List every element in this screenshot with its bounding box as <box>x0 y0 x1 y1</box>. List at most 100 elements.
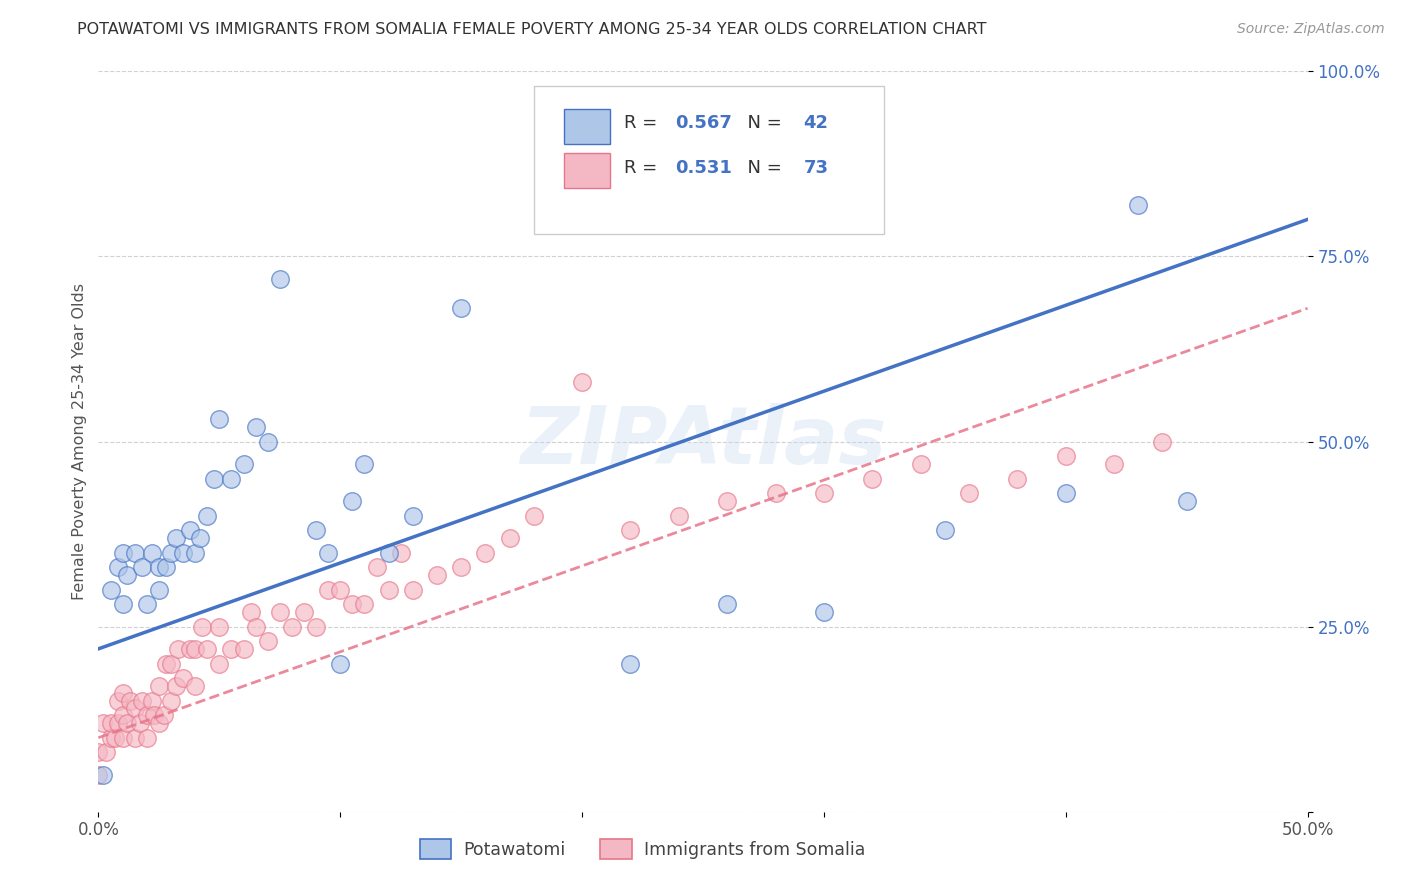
Potawatomi <box>165 531 187 545</box>
Potawatomi <box>131 560 153 574</box>
Immigrants from Somalia <box>1152 434 1174 449</box>
Immigrants from Somalia <box>239 605 262 619</box>
Immigrants from Somalia <box>269 605 291 619</box>
Immigrants from Somalia <box>208 657 231 671</box>
FancyBboxPatch shape <box>564 153 610 188</box>
Potawatomi <box>813 605 835 619</box>
Immigrants from Somalia <box>957 486 980 500</box>
Y-axis label: Female Poverty Among 25-34 Year Olds: Female Poverty Among 25-34 Year Olds <box>72 283 87 600</box>
Immigrants from Somalia <box>111 708 134 723</box>
Immigrants from Somalia <box>245 619 267 633</box>
Potawatomi <box>329 657 352 671</box>
Immigrants from Somalia <box>143 708 166 723</box>
Potawatomi <box>450 301 472 316</box>
Potawatomi <box>245 419 267 434</box>
Potawatomi <box>111 598 134 612</box>
Immigrants from Somalia <box>305 619 328 633</box>
Potawatomi <box>179 524 201 538</box>
Immigrants from Somalia <box>523 508 546 523</box>
FancyBboxPatch shape <box>564 109 610 144</box>
Immigrants from Somalia <box>141 694 163 708</box>
Text: R =: R = <box>624 114 664 132</box>
Potawatomi <box>141 546 163 560</box>
Potawatomi <box>148 560 170 574</box>
Immigrants from Somalia <box>104 731 127 745</box>
Immigrants from Somalia <box>316 582 339 597</box>
Immigrants from Somalia <box>87 767 110 781</box>
Immigrants from Somalia <box>117 715 139 730</box>
Immigrants from Somalia <box>366 560 388 574</box>
Potawatomi <box>269 271 291 285</box>
Immigrants from Somalia <box>329 582 352 597</box>
Potawatomi <box>100 582 122 597</box>
Immigrants from Somalia <box>87 746 110 760</box>
Text: N =: N = <box>735 114 787 132</box>
Potawatomi <box>111 546 134 560</box>
Potawatomi <box>377 546 399 560</box>
Immigrants from Somalia <box>118 694 141 708</box>
Immigrants from Somalia <box>148 715 170 730</box>
Immigrants from Somalia <box>474 546 496 560</box>
Immigrants from Somalia <box>195 641 218 656</box>
Immigrants from Somalia <box>100 731 122 745</box>
Immigrants from Somalia <box>107 694 129 708</box>
Immigrants from Somalia <box>221 641 243 656</box>
Potawatomi <box>934 524 956 538</box>
Immigrants from Somalia <box>716 493 738 508</box>
Potawatomi <box>619 657 641 671</box>
Text: 42: 42 <box>803 114 828 132</box>
Immigrants from Somalia <box>353 598 375 612</box>
Potawatomi <box>155 560 177 574</box>
Immigrants from Somalia <box>1007 471 1029 485</box>
Immigrants from Somalia <box>402 582 425 597</box>
Immigrants from Somalia <box>111 686 134 700</box>
Immigrants from Somalia <box>619 524 641 538</box>
FancyBboxPatch shape <box>534 87 884 235</box>
Immigrants from Somalia <box>910 457 932 471</box>
Immigrants from Somalia <box>208 619 231 633</box>
Immigrants from Somalia <box>124 731 146 745</box>
Immigrants from Somalia <box>450 560 472 574</box>
Immigrants from Somalia <box>124 701 146 715</box>
Immigrants from Somalia <box>1054 450 1077 464</box>
Immigrants from Somalia <box>668 508 690 523</box>
Potawatomi <box>172 546 194 560</box>
Text: Source: ZipAtlas.com: Source: ZipAtlas.com <box>1237 22 1385 37</box>
Immigrants from Somalia <box>100 715 122 730</box>
Immigrants from Somalia <box>860 471 883 485</box>
Immigrants from Somalia <box>191 619 214 633</box>
Immigrants from Somalia <box>184 679 207 693</box>
Immigrants from Somalia <box>377 582 399 597</box>
Potawatomi <box>195 508 218 523</box>
Immigrants from Somalia <box>165 679 187 693</box>
Immigrants from Somalia <box>160 657 183 671</box>
Immigrants from Somalia <box>135 731 157 745</box>
Potawatomi <box>1054 486 1077 500</box>
Immigrants from Somalia <box>232 641 254 656</box>
Text: R =: R = <box>624 159 664 177</box>
Immigrants from Somalia <box>426 567 449 582</box>
Immigrants from Somalia <box>765 486 787 500</box>
Potawatomi <box>232 457 254 471</box>
Potawatomi <box>1128 197 1150 211</box>
Potawatomi <box>148 582 170 597</box>
Text: 73: 73 <box>803 159 828 177</box>
Immigrants from Somalia <box>1102 457 1125 471</box>
Text: N =: N = <box>735 159 787 177</box>
Text: 0.531: 0.531 <box>675 159 733 177</box>
Potawatomi <box>1175 493 1198 508</box>
Potawatomi <box>305 524 328 538</box>
Immigrants from Somalia <box>256 634 278 648</box>
Immigrants from Somalia <box>179 641 201 656</box>
Potawatomi <box>402 508 425 523</box>
Immigrants from Somalia <box>292 605 315 619</box>
Potawatomi <box>135 598 157 612</box>
Potawatomi <box>184 546 207 560</box>
Text: 0.567: 0.567 <box>675 114 733 132</box>
Text: POTAWATOMI VS IMMIGRANTS FROM SOMALIA FEMALE POVERTY AMONG 25-34 YEAR OLDS CORRE: POTAWATOMI VS IMMIGRANTS FROM SOMALIA FE… <box>77 22 987 37</box>
Immigrants from Somalia <box>135 708 157 723</box>
Immigrants from Somalia <box>172 672 194 686</box>
Immigrants from Somalia <box>342 598 364 612</box>
Immigrants from Somalia <box>148 679 170 693</box>
Immigrants from Somalia <box>184 641 207 656</box>
